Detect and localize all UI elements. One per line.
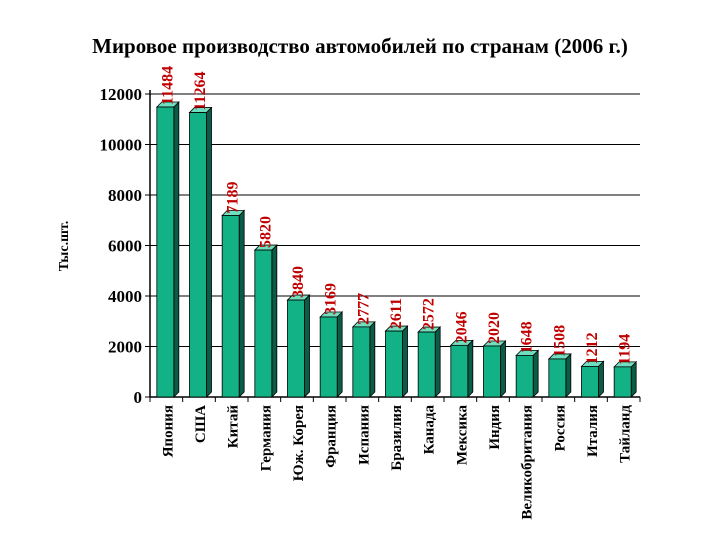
bar-front xyxy=(385,330,403,398)
value-label: 1508 xyxy=(551,325,568,357)
category-label: Япония xyxy=(160,405,176,457)
bar-side xyxy=(630,360,637,398)
bar-side xyxy=(173,101,180,398)
bar xyxy=(547,352,572,398)
bar-side xyxy=(467,339,474,398)
bar xyxy=(580,360,605,398)
value-label: 11484 xyxy=(159,66,176,105)
bar-front xyxy=(352,326,371,398)
bar-side xyxy=(238,209,245,398)
value-labels: 11484 11264 7189 5820 3840 3169 2777 2611 2572 20… xyxy=(159,66,633,365)
bar-side xyxy=(304,294,310,398)
category-label: Индия xyxy=(487,405,503,450)
category-label: Китай xyxy=(226,405,242,449)
value-label: 11264 xyxy=(192,71,209,110)
bar-front xyxy=(417,331,436,398)
value-label: 3169 xyxy=(323,283,340,315)
bars xyxy=(155,101,638,398)
value-label: 5820 xyxy=(257,216,274,248)
bar xyxy=(155,101,180,398)
bar-side xyxy=(434,326,441,398)
value-label: 2020 xyxy=(486,312,503,344)
bar-side xyxy=(336,311,343,398)
category-label: Франция xyxy=(324,405,340,468)
bar-side xyxy=(402,325,408,398)
bar-side xyxy=(369,320,376,398)
bar xyxy=(482,340,507,398)
y-tick-label: 10000 xyxy=(100,136,143,155)
y-tick-label: 8000 xyxy=(108,186,142,205)
category-label: Канада xyxy=(422,405,438,455)
value-label: 1648 xyxy=(519,321,536,353)
bar-front xyxy=(319,316,338,398)
y-tick-label: 2000 xyxy=(108,338,142,357)
category-label: Великобритания xyxy=(520,405,536,520)
value-label: 3840 xyxy=(290,266,307,298)
value-label: 2777 xyxy=(355,293,372,325)
bar-side xyxy=(206,106,212,398)
category-label: Италия xyxy=(585,405,601,457)
bar-side xyxy=(271,244,278,398)
bar-front xyxy=(515,354,534,398)
category-label: Германия xyxy=(258,405,274,471)
bar-front xyxy=(548,358,567,398)
chart-title: Мировое производство автомобилей по стра… xyxy=(92,34,628,58)
bar xyxy=(286,294,311,398)
bar-front xyxy=(450,344,469,398)
category-label: Бразилия xyxy=(389,405,405,471)
bar-front xyxy=(613,366,632,398)
bar-front xyxy=(581,365,599,398)
y-tick-label: 6000 xyxy=(108,237,142,256)
bar xyxy=(515,349,540,398)
bar-side xyxy=(565,352,572,398)
bar xyxy=(188,106,213,398)
y-axis-label: Тыс.шт. xyxy=(57,221,72,271)
bar xyxy=(384,325,409,398)
bar-front xyxy=(287,299,305,398)
category-label: Мексика xyxy=(454,405,470,466)
category-label: Россия xyxy=(552,405,568,451)
bar xyxy=(253,244,278,398)
bar-front xyxy=(483,345,501,398)
bar xyxy=(221,209,246,398)
y-tick-label: 12000 xyxy=(100,85,143,104)
value-label: 1212 xyxy=(584,332,601,364)
bar xyxy=(351,320,376,398)
category-label: Испания xyxy=(356,405,372,465)
value-label: 1194 xyxy=(617,334,634,365)
value-label: 2611 xyxy=(388,298,405,329)
bar-front xyxy=(221,215,240,398)
bar-side xyxy=(598,360,604,398)
category-label: США xyxy=(193,405,209,443)
y-tick-label: 4000 xyxy=(108,287,142,306)
bar-front xyxy=(254,249,273,398)
value-label: 2572 xyxy=(421,298,438,330)
bar-side xyxy=(532,349,539,398)
bar-side xyxy=(500,340,506,398)
category-label: Тайланд xyxy=(618,405,634,463)
bar-front xyxy=(156,106,175,398)
bar xyxy=(319,311,344,398)
category-label: Юж. Корея xyxy=(291,405,307,481)
bar xyxy=(449,339,474,398)
value-label: 7189 xyxy=(225,181,242,213)
y-tick-label: 0 xyxy=(134,388,143,407)
bar xyxy=(417,326,442,398)
value-label: 2046 xyxy=(453,311,470,343)
bar-front xyxy=(189,112,207,398)
y-tick-labels: 0 2000 4000 6000 8000 10000 12000 xyxy=(100,85,143,407)
category-labels: Япония США Китай Германия Юж. Корея Франция Ис… xyxy=(160,405,633,520)
bar xyxy=(613,360,638,398)
